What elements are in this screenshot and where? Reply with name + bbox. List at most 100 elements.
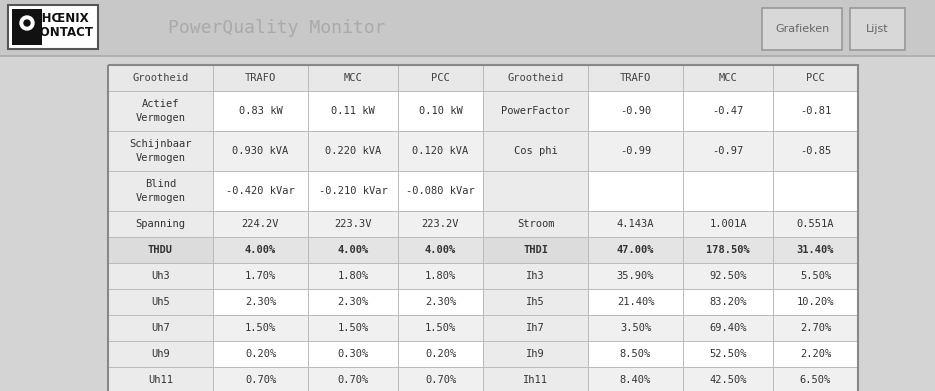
Bar bbox=[108, 289, 213, 315]
Text: 1.001A: 1.001A bbox=[710, 219, 747, 229]
Text: 0.930 kVA: 0.930 kVA bbox=[233, 146, 289, 156]
Bar bbox=[588, 171, 683, 211]
Text: 35.90%: 35.90% bbox=[617, 271, 654, 281]
Bar bbox=[308, 341, 398, 367]
Bar bbox=[398, 263, 483, 289]
Text: 0.30%: 0.30% bbox=[338, 349, 368, 359]
Bar bbox=[398, 65, 483, 91]
Text: Uh9: Uh9 bbox=[151, 349, 170, 359]
Bar bbox=[308, 367, 398, 391]
Bar bbox=[108, 171, 213, 211]
Circle shape bbox=[24, 20, 30, 26]
Text: 83.20%: 83.20% bbox=[710, 297, 747, 307]
Text: 0.10 kW: 0.10 kW bbox=[419, 106, 463, 116]
Bar bbox=[773, 237, 858, 263]
Text: 0.220 kVA: 0.220 kVA bbox=[324, 146, 381, 156]
Bar bbox=[308, 237, 398, 263]
Bar bbox=[213, 211, 308, 237]
Bar bbox=[683, 131, 773, 171]
Bar bbox=[308, 315, 398, 341]
Bar bbox=[398, 91, 483, 131]
Bar bbox=[683, 263, 773, 289]
Text: 1.80%: 1.80% bbox=[338, 271, 368, 281]
Bar bbox=[108, 131, 213, 171]
Text: 4.00%: 4.00% bbox=[338, 245, 368, 255]
Bar bbox=[308, 289, 398, 315]
Bar bbox=[108, 237, 213, 263]
Text: -0.080 kVar: -0.080 kVar bbox=[406, 186, 475, 196]
Bar bbox=[683, 91, 773, 131]
Text: 52.50%: 52.50% bbox=[710, 349, 747, 359]
Text: MCC: MCC bbox=[719, 73, 738, 83]
Text: TRAFO: TRAFO bbox=[620, 73, 651, 83]
Text: 4.00%: 4.00% bbox=[245, 245, 276, 255]
Bar bbox=[398, 341, 483, 367]
Bar bbox=[108, 367, 213, 391]
Text: Ih7: Ih7 bbox=[526, 323, 545, 333]
Text: PCC: PCC bbox=[806, 73, 825, 83]
Text: 69.40%: 69.40% bbox=[710, 323, 747, 333]
Bar bbox=[773, 131, 858, 171]
Bar bbox=[483, 65, 588, 91]
Bar bbox=[773, 211, 858, 237]
Bar bbox=[588, 91, 683, 131]
Bar bbox=[0, 0, 935, 55]
Text: 0.70%: 0.70% bbox=[245, 375, 276, 385]
Bar bbox=[483, 263, 588, 289]
Bar bbox=[483, 315, 588, 341]
Text: 4.00%: 4.00% bbox=[424, 245, 456, 255]
Bar bbox=[773, 289, 858, 315]
Bar bbox=[398, 237, 483, 263]
Bar bbox=[213, 263, 308, 289]
Text: Lijst: Lijst bbox=[866, 24, 889, 34]
Text: 2.30%: 2.30% bbox=[338, 297, 368, 307]
Text: Ih5: Ih5 bbox=[526, 297, 545, 307]
Bar bbox=[308, 171, 398, 211]
Bar bbox=[213, 341, 308, 367]
Text: -0.420 kVar: -0.420 kVar bbox=[226, 186, 295, 196]
Bar bbox=[12, 9, 42, 45]
Text: -0.47: -0.47 bbox=[712, 106, 743, 116]
Text: 8.40%: 8.40% bbox=[620, 375, 651, 385]
Bar bbox=[850, 8, 905, 50]
Bar bbox=[398, 171, 483, 211]
Text: 224.2V: 224.2V bbox=[242, 219, 280, 229]
Text: 2.30%: 2.30% bbox=[424, 297, 456, 307]
Text: 2.20%: 2.20% bbox=[799, 349, 831, 359]
Bar bbox=[588, 263, 683, 289]
Text: PowerQuality Monitor: PowerQuality Monitor bbox=[168, 19, 385, 37]
Bar bbox=[308, 263, 398, 289]
Text: 1.50%: 1.50% bbox=[338, 323, 368, 333]
Bar bbox=[483, 171, 588, 211]
Bar bbox=[398, 131, 483, 171]
Bar bbox=[213, 367, 308, 391]
Bar bbox=[683, 315, 773, 341]
Text: 21.40%: 21.40% bbox=[617, 297, 654, 307]
Bar bbox=[398, 315, 483, 341]
Bar bbox=[773, 315, 858, 341]
Text: 8.50%: 8.50% bbox=[620, 349, 651, 359]
Bar bbox=[308, 65, 398, 91]
Text: 1.80%: 1.80% bbox=[424, 271, 456, 281]
Text: Uh11: Uh11 bbox=[148, 375, 173, 385]
Text: 1.50%: 1.50% bbox=[245, 323, 276, 333]
Bar bbox=[8, 5, 98, 49]
Bar bbox=[683, 171, 773, 211]
Bar bbox=[683, 65, 773, 91]
Bar bbox=[588, 289, 683, 315]
Bar bbox=[308, 131, 398, 171]
Bar bbox=[0, 55, 935, 57]
Bar bbox=[308, 91, 398, 131]
Bar bbox=[588, 367, 683, 391]
Bar bbox=[683, 367, 773, 391]
Text: Uh5: Uh5 bbox=[151, 297, 170, 307]
Text: Uh7: Uh7 bbox=[151, 323, 170, 333]
Bar bbox=[483, 341, 588, 367]
Bar bbox=[588, 315, 683, 341]
Text: 31.40%: 31.40% bbox=[797, 245, 834, 255]
Text: MCC: MCC bbox=[344, 73, 363, 83]
Bar bbox=[108, 263, 213, 289]
Bar bbox=[773, 65, 858, 91]
Bar bbox=[588, 65, 683, 91]
Bar bbox=[773, 367, 858, 391]
